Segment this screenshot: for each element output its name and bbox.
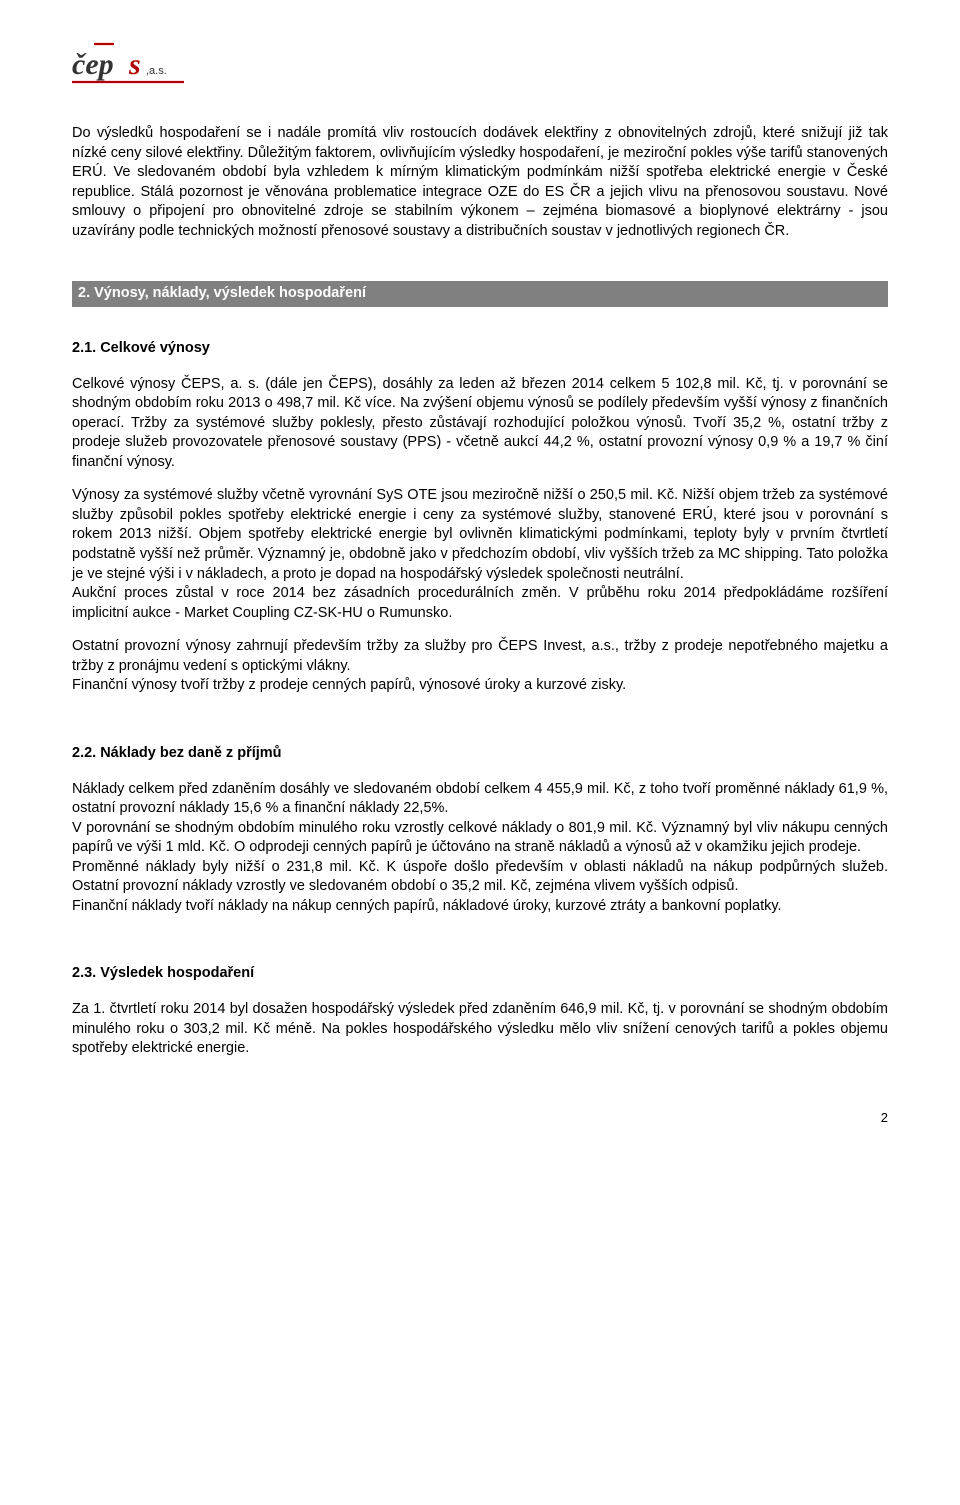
subheading-2-2: 2.2. Náklady bez daně z příjmů <box>72 744 888 764</box>
page-number: 2 <box>72 1109 888 1127</box>
section-2-title: 2. Výnosy, náklady, výsledek hospodaření <box>72 281 888 307</box>
para-2-1-e: Finanční výnosy tvoří tržby z prodeje ce… <box>72 676 888 696</box>
para-2-1-d: Ostatní provozní výnosy zahrnují předevš… <box>72 637 888 676</box>
intro-paragraph: Do výsledků hospodaření se i nadále prom… <box>72 124 888 241</box>
para-2-1-a: Celkové výnosy ČEPS, a. s. (dále jen ČEP… <box>72 375 888 473</box>
subheading-2-1: 2.1. Celkové výnosy <box>72 339 888 359</box>
para-2-2-a: Náklady celkem před zdaněním dosáhly ve … <box>72 780 888 819</box>
company-logo: čep s ,a.s. <box>72 40 888 86</box>
para-2-2-d: Finanční náklady tvoří náklady na nákup … <box>72 897 888 917</box>
svg-text:čep: čep <box>72 48 114 81</box>
svg-text:s: s <box>128 48 141 81</box>
subheading-2-3: 2.3. Výsledek hospodaření <box>72 964 888 984</box>
para-2-3-a: Za 1. čtvrtletí roku 2014 byl dosažen ho… <box>72 1000 888 1059</box>
para-2-1-b: Výnosy za systémové služby včetně vyrovn… <box>72 486 888 584</box>
para-2-1-c: Aukční proces zůstal v roce 2014 bez zás… <box>72 584 888 623</box>
para-2-2-c: Proměnné náklady byly nižší o 231,8 mil.… <box>72 858 888 897</box>
para-2-2-b: V porovnání se shodným obdobím minulého … <box>72 819 888 858</box>
svg-text:,a.s.: ,a.s. <box>146 65 167 77</box>
